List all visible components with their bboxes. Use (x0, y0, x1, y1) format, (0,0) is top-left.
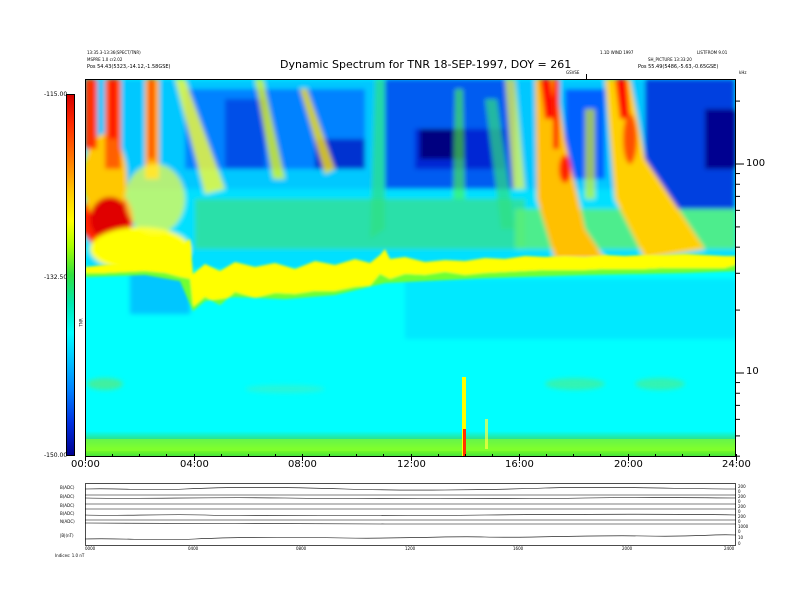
panel-right-tick-4: 200 (738, 504, 746, 509)
freq-tick-label-10: 10 (746, 366, 759, 377)
spectrogram-field (85, 79, 736, 393)
time-tick-label: 24:00 (722, 459, 751, 470)
freq-tick-label-100: 100 (746, 158, 766, 169)
header-right-line3: SH_PICTURE 13:33:20 (648, 57, 692, 62)
time-minor-tick (655, 454, 656, 457)
panel-right-tick-9: 0 (738, 529, 741, 534)
time-minor-tick (573, 454, 574, 457)
time-minor-tick (383, 454, 384, 457)
spike-burst (462, 377, 466, 457)
time-tick (85, 457, 86, 461)
time-axis: 00:00 04:00 08:00 12:00 16:00 20:00 24:00 (71, 454, 751, 471)
time-tick-label: 16:00 (505, 459, 534, 470)
plot-frame (85, 79, 736, 457)
time-minor-tick (465, 454, 466, 457)
time-tick-label: 00:00 (71, 459, 100, 470)
time-minor-tick (600, 454, 601, 457)
time-minor-tick (709, 454, 710, 457)
time-minor-tick (221, 454, 222, 457)
frequency-axis (736, 100, 744, 457)
time-minor-tick (112, 454, 113, 457)
panel-label-bt: B(ADC) (60, 511, 75, 516)
time-tick (736, 457, 737, 461)
header-left-line1: 13:35.3-13:36(SPECT/TNR) (87, 50, 141, 55)
time-minor-tick (139, 454, 140, 457)
panel-label-bx: B(ADC) (60, 485, 75, 490)
time-minor-tick (329, 454, 330, 457)
colorbar-axis-label: TNR (78, 318, 84, 327)
colorbar-label-bottom: -150.00 (44, 452, 68, 459)
time-minor-tick (275, 454, 276, 457)
panel-traces (85, 487, 736, 541)
time-tick-label: 04:00 (180, 459, 209, 470)
time-minor-tick (492, 454, 493, 457)
panel-right-tick-10: 10 (738, 535, 744, 540)
panel-right-tick-0: 200 (738, 484, 746, 489)
time-minor-tick (248, 454, 249, 457)
data-panels (85, 483, 736, 546)
panel-right-tick-8: 1000 (738, 524, 749, 529)
time-minor-tick (438, 454, 439, 457)
panel-label-by: B(ADC) (60, 494, 75, 499)
time-minor-tick (519, 454, 520, 457)
panel-right-tick-11: 0 (738, 541, 741, 546)
time-minor-tick (85, 454, 86, 457)
chart-title: Dynamic Spectrum for TNR 18-SEP-1997, DO… (280, 58, 572, 71)
time-tick-label: 12:00 (397, 459, 426, 470)
panel-label-bz: B(ADC) (60, 503, 75, 508)
time-minor-tick (194, 454, 195, 457)
time-tick-label: 20:00 (614, 459, 643, 470)
panel-right-tick-1: 0 (738, 489, 741, 494)
time-minor-tick (546, 454, 547, 457)
panel-footer: Indices: 1.0 nT (55, 553, 85, 558)
colorbar-label-top: -115.00 (44, 91, 68, 98)
panel-label-bmag: |B|(nT) (60, 533, 74, 538)
time-tick-label: 08:00 (288, 459, 317, 470)
time-minor-tick (736, 454, 737, 457)
panel-right-tick-3: 0 (738, 499, 741, 504)
freq-unit-label: kHz (739, 70, 747, 75)
colorbar (66, 94, 75, 456)
time-minor-tick (682, 454, 683, 457)
panel-right-tick-5: 0 (738, 509, 741, 514)
panel-time-tick-label: 2000 (622, 546, 633, 551)
marker-label: GSVSE (566, 70, 580, 75)
time-minor-tick (356, 454, 357, 457)
header-left-line2: MSPRE 1.0 cr2.02 (87, 57, 123, 62)
header-right-line1: 1.1D WIND 1997 (600, 50, 634, 55)
time-minor-tick (302, 454, 303, 457)
time-tick (302, 457, 303, 461)
panel-time-tick-label: 1200 (405, 546, 416, 551)
panel-time-tick-label: 2400 (724, 546, 735, 551)
panel-right-tick-2: 200 (738, 494, 746, 499)
header-left-line3: Pos 54.43(5323,-14.12,-1.58GSE) (87, 64, 171, 70)
time-tick (519, 457, 520, 461)
panel-time-tick-label: 0800 (296, 546, 307, 551)
plasma-line (85, 239, 736, 311)
header-right-line4: Pos 55.49(5486,-5.63,-0.65GSE) (638, 64, 719, 70)
spectrogram-plot (85, 79, 736, 457)
time-tick (628, 457, 629, 461)
panel-time-tick-label: 1600 (513, 546, 524, 551)
colorbar-label-mid: -132.50 (44, 274, 68, 281)
panel-time-axis: 0000 0400 0800 1200 1600 2000 2400 (85, 546, 736, 554)
time-tick (194, 457, 195, 461)
panel-time-tick-label: 0000 (85, 546, 96, 551)
panel-time-tick-label: 0400 (188, 546, 199, 551)
time-tick (411, 457, 412, 461)
time-minor-tick (628, 454, 629, 457)
time-minor-tick (166, 454, 167, 457)
header-right-line2: LISTFROM 9.01 (697, 50, 728, 55)
panel-label-n: N(ADC) (60, 519, 75, 524)
panel-right-tick-7: 0 (738, 519, 741, 524)
time-minor-tick (411, 454, 412, 457)
marker-line (586, 74, 587, 79)
frequency-axis-ticks (736, 100, 744, 457)
panel-right-tick-6: 200 (738, 514, 746, 519)
